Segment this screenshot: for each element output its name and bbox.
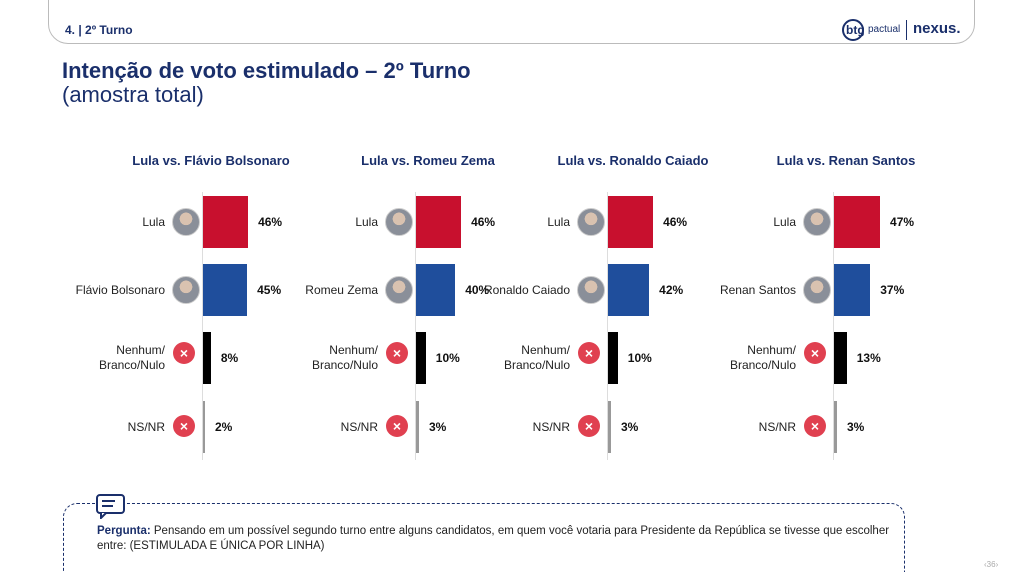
category-label: Ronaldo Caiado [483, 282, 570, 297]
value-label: 37% [880, 283, 905, 297]
value-label: 40% [465, 283, 490, 297]
no-vote-icon: × [578, 342, 600, 364]
value-label: 46% [471, 215, 496, 229]
bar [834, 196, 881, 248]
section-label: 4. | 2º Turno [65, 23, 133, 37]
footer-question: Pensando em um possível segundo turno en… [97, 525, 890, 552]
category-label: Renan Santos [719, 282, 796, 297]
page-number-value: 36 [986, 560, 996, 569]
no-vote-icon: × [173, 342, 195, 364]
bar [834, 401, 837, 453]
value-label: 3% [620, 420, 639, 434]
chart-title: Lula vs. Romeu Zema [361, 153, 495, 168]
no-vote-icon: × [804, 415, 826, 437]
page-subtitle: (amostra total) [62, 82, 204, 107]
baseline [415, 192, 416, 460]
category-label: NS/NR [340, 419, 378, 434]
category-label: NS/NR [758, 419, 796, 434]
header-frame [48, 0, 975, 44]
category-label: Romeu Zema [305, 282, 378, 297]
value-label: 10% [435, 351, 460, 365]
bar [203, 332, 211, 384]
bar [416, 401, 419, 453]
value-label: 45% [257, 283, 282, 297]
no-vote-icon: × [386, 415, 408, 437]
page-title: Intenção de voto estimulado – 2º Turno [62, 58, 471, 83]
brand-circle [842, 19, 864, 41]
value-label: 10% [627, 351, 652, 365]
baseline [607, 192, 608, 460]
category-label: Nenhum/ Branco/Nulo [311, 343, 378, 372]
bar [608, 401, 611, 453]
candidate-photo [172, 276, 200, 304]
bar [203, 264, 248, 316]
category-label: Nenhum/ Branco/Nulo [98, 343, 165, 372]
candidate-photo [577, 276, 605, 304]
category-label: Nenhum/ Branco/Nulo [729, 343, 796, 372]
category-label: Lula [142, 214, 165, 229]
brand-btg: btg [846, 23, 865, 37]
footer-text: Pergunta: Pensando em um possível segund… [97, 524, 897, 554]
bar [203, 401, 205, 453]
value-label: 46% [663, 215, 688, 229]
bar [608, 332, 618, 384]
chart-title: Lula vs. Flávio Bolsonaro [132, 153, 290, 168]
category-label: Lula [547, 214, 570, 229]
category-label: Lula [355, 214, 378, 229]
footer-box [63, 503, 905, 572]
category-label: NS/NR [532, 419, 570, 434]
baseline [202, 192, 203, 460]
brand-divider [906, 20, 907, 40]
no-vote-icon: × [173, 415, 195, 437]
page-number: ‹36› [984, 560, 999, 569]
value-label: 3% [846, 420, 865, 434]
no-vote-icon: × [386, 342, 408, 364]
bar [834, 264, 871, 316]
question-icon [96, 494, 125, 519]
candidate-photo [385, 208, 413, 236]
baseline [833, 192, 834, 460]
value-label: 3% [428, 420, 447, 434]
candidate-photo [803, 276, 831, 304]
value-label: 42% [659, 283, 684, 297]
no-vote-icon: × [804, 342, 826, 364]
category-label: Lula [773, 214, 796, 229]
bar [203, 196, 249, 248]
candidate-photo [172, 208, 200, 236]
category-label: Nenhum/ Branco/Nulo [503, 343, 570, 372]
chart-title: Lula vs. Ronaldo Caiado [557, 153, 709, 168]
footer-label: Pergunta: [97, 525, 151, 537]
no-vote-icon: × [578, 415, 600, 437]
candidate-photo [803, 208, 831, 236]
value-label: 46% [258, 215, 283, 229]
value-label: 8% [220, 351, 239, 365]
category-label: NS/NR [127, 419, 165, 434]
bar [608, 196, 654, 248]
value-label: 47% [890, 215, 915, 229]
value-label: 2% [214, 420, 233, 434]
chart-title: Lula vs. Renan Santos [776, 153, 916, 168]
bar [416, 196, 462, 248]
bar [608, 264, 650, 316]
value-label: 13% [856, 351, 881, 365]
brand-nexus: nexus. [913, 20, 961, 37]
bar [416, 332, 426, 384]
candidate-photo [385, 276, 413, 304]
bar [834, 332, 847, 384]
candidate-photo [577, 208, 605, 236]
brand-pactual: pactual [868, 24, 901, 35]
bar [416, 264, 456, 316]
category-label: Flávio Bolsonaro [75, 282, 165, 297]
